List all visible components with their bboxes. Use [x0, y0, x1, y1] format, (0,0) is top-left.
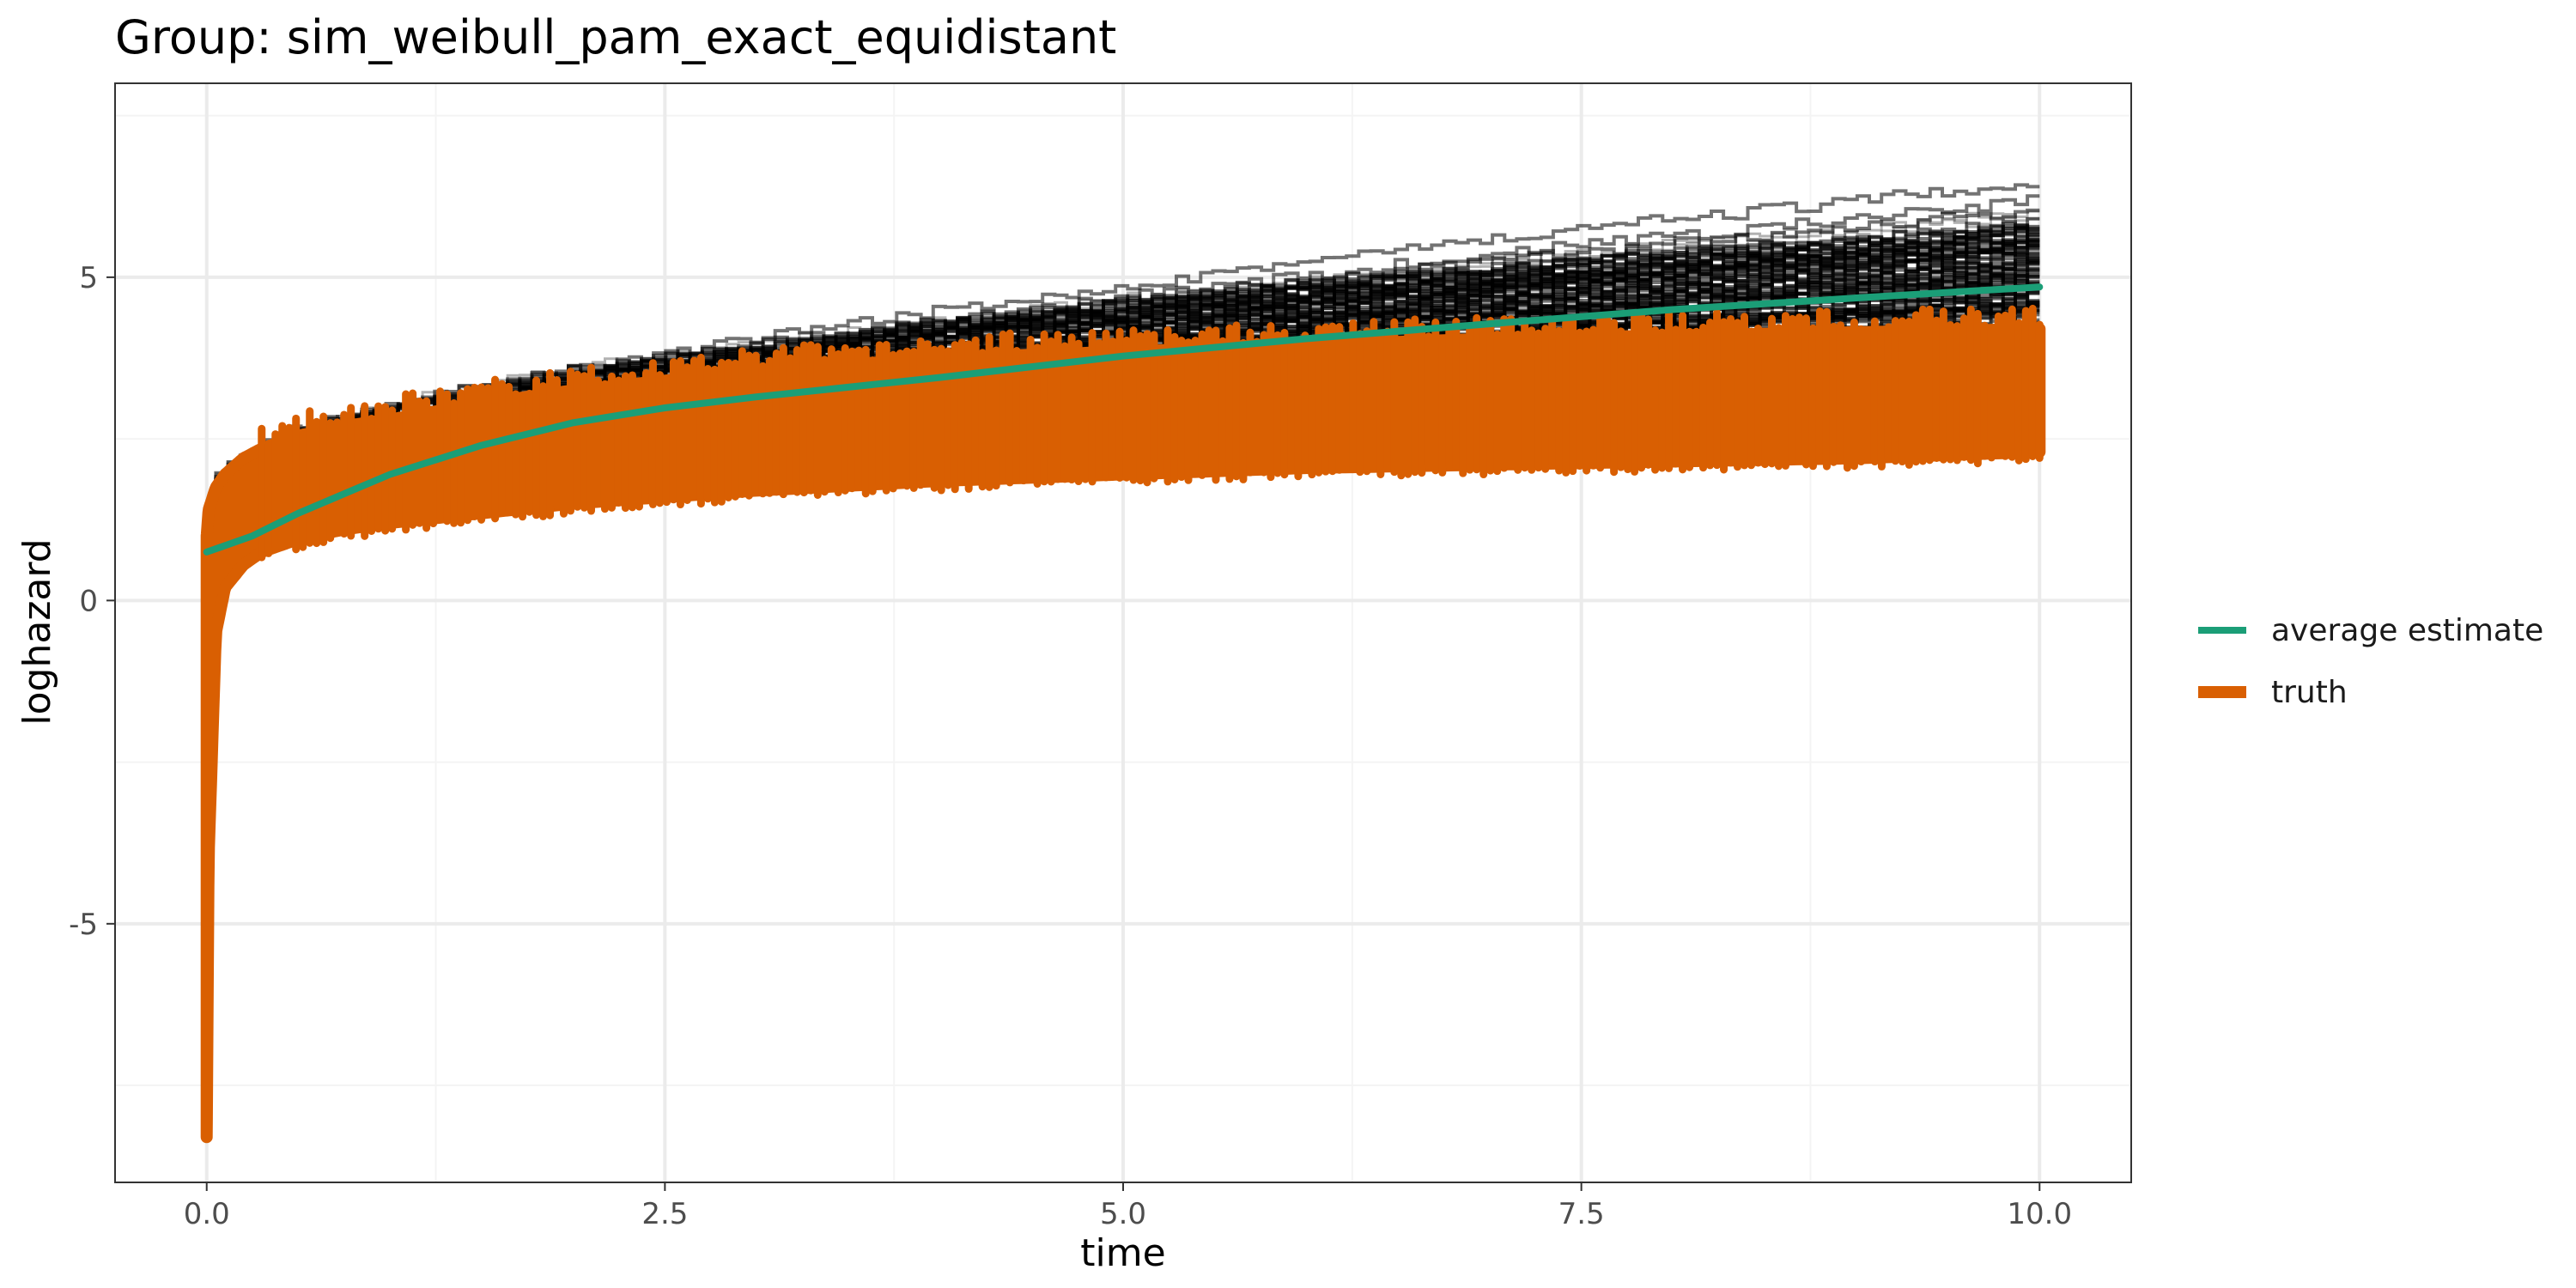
plot-panel — [114, 82, 2132, 1183]
average-estimate-line — [203, 283, 2044, 556]
estimate-line — [214, 216, 2040, 489]
y-tick-label: 5 — [79, 261, 98, 295]
y-tick-label: -5 — [69, 908, 98, 942]
x-tick-label: 5.0 — [1100, 1197, 1146, 1231]
y-tick-label: 0 — [79, 584, 98, 618]
x-tick-label: 10.0 — [2007, 1197, 2072, 1231]
x-tick-label: 2.5 — [641, 1197, 688, 1231]
x-tick-label: 0.0 — [184, 1197, 230, 1231]
y-axis-title: loghazard — [15, 538, 59, 725]
estimate-line — [214, 230, 2040, 492]
estimate-line — [214, 212, 2040, 491]
legend-label-truth: truth — [2271, 675, 2348, 710]
legend-label-average-estimate: average estimate — [2271, 613, 2543, 648]
x-axis-title: time — [1080, 1231, 1165, 1275]
legend: average estimate truth — [2198, 613, 2543, 710]
chart-title: Group: sim_weibull_pam_exact_equidistant — [115, 10, 1116, 64]
truth-lines — [200, 304, 2046, 1144]
x-tick-label: 7.5 — [1558, 1197, 1605, 1231]
